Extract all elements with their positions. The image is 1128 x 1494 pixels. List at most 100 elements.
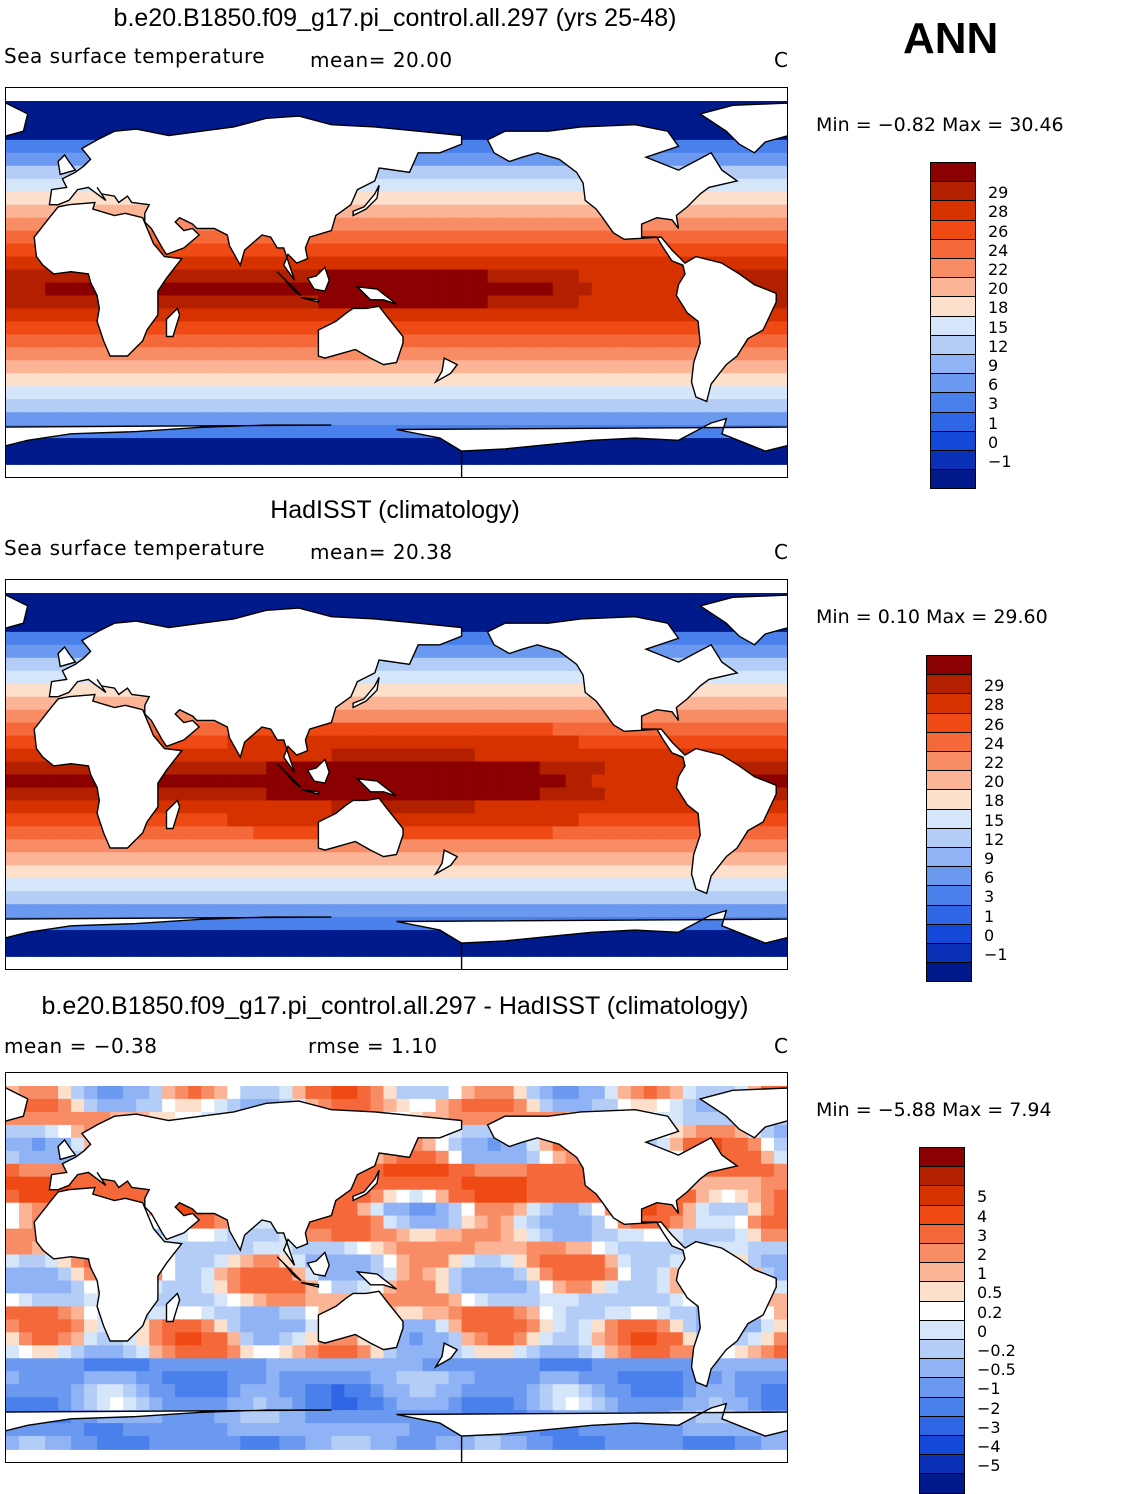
field-cell (97, 943, 111, 957)
field-cell (708, 1124, 723, 1139)
field-cell (591, 774, 606, 789)
field-cell (591, 930, 606, 944)
field-cell (721, 1189, 736, 1204)
land-polygon (698, 102, 787, 154)
field-cell (565, 1280, 580, 1295)
field-cell (604, 761, 619, 776)
field-cell (500, 1176, 515, 1191)
field-cell (422, 191, 437, 206)
field-cell (474, 943, 489, 957)
field-cell (656, 1098, 671, 1113)
field-cell (344, 891, 359, 905)
field-cell (19, 774, 33, 789)
field-cell (487, 230, 502, 245)
field-cell (734, 696, 749, 711)
field-cell (45, 347, 59, 362)
field-cell (370, 1215, 385, 1230)
field-cell (539, 943, 554, 957)
field-cell (747, 217, 762, 232)
field-cell (201, 1384, 216, 1398)
field-cell (331, 1215, 346, 1230)
field-cell (474, 761, 489, 776)
field-cell (761, 1228, 775, 1243)
field-cell (591, 113, 606, 128)
field-cell (682, 593, 697, 607)
field-cell (357, 1215, 372, 1230)
field-cell (136, 891, 150, 905)
field-cell (513, 1397, 528, 1411)
field-cell (305, 101, 320, 115)
field-cell (435, 243, 450, 258)
field-cell (461, 761, 476, 776)
field-cell (71, 631, 85, 646)
field-cell (71, 1293, 85, 1308)
field-cell (383, 670, 398, 685)
field-cell (656, 217, 671, 232)
field-cell (552, 451, 567, 465)
field-cell (162, 412, 176, 426)
field-cell (474, 826, 489, 841)
field-cell (474, 204, 489, 219)
field-cell (630, 1293, 645, 1308)
field-cell (370, 761, 385, 776)
field-cell (761, 165, 775, 180)
field-cell (409, 1150, 424, 1165)
field-cell (292, 891, 307, 905)
field-cell (474, 722, 489, 737)
field-cell (240, 1397, 255, 1411)
field-cell (6, 334, 20, 349)
field-cell (409, 904, 424, 918)
field-cell (344, 438, 359, 452)
colorbar-label: 22 (984, 753, 1005, 772)
field-cell (552, 1254, 567, 1269)
field-cell (292, 943, 307, 957)
field-cell (448, 178, 463, 193)
field-cell (357, 930, 372, 944)
field-cell (422, 644, 437, 659)
panel-3-title: b.e20.B1850.f09_g17.pi_control.all.297 -… (41, 992, 749, 1020)
field-cell (188, 243, 202, 258)
field-cell (253, 1241, 268, 1256)
field-cell (188, 891, 202, 905)
field-cell (331, 852, 346, 867)
field-cell (487, 593, 502, 607)
field-cell (370, 412, 385, 426)
field-cell (58, 852, 72, 867)
field-cell (474, 683, 489, 698)
field-cell (32, 347, 46, 362)
field-cell (188, 256, 202, 271)
field-cell (370, 904, 385, 918)
field-cell (539, 1189, 554, 1204)
field-cell (6, 865, 20, 880)
field-cell (708, 386, 723, 400)
field-cell (617, 930, 632, 944)
field-cell (279, 943, 294, 957)
field-cell (331, 386, 346, 400)
field-cell (305, 1358, 320, 1373)
field-cell (682, 399, 697, 413)
field-cell (357, 917, 372, 931)
field-cell (19, 1137, 33, 1152)
field-cell (6, 748, 20, 763)
field-cell (539, 813, 554, 828)
field-cell (97, 878, 111, 892)
field-cell (591, 813, 606, 828)
field-cell (149, 813, 163, 828)
field-cell (721, 644, 736, 659)
field-cell (747, 412, 762, 426)
field-cell (487, 1267, 502, 1282)
field-cell (435, 178, 450, 193)
field-cell (695, 943, 710, 957)
field-cell (409, 1358, 424, 1373)
field-cell (474, 412, 489, 426)
field-cell (708, 1189, 723, 1204)
field-cell (643, 839, 658, 854)
field-cell (552, 1345, 567, 1360)
field-cell (227, 282, 242, 297)
field-cell (774, 735, 787, 750)
colorbar-label: 12 (984, 829, 1005, 849)
field-cell (487, 1293, 502, 1308)
field-cell (266, 334, 281, 349)
field-cell (774, 165, 787, 180)
field-cell (45, 1098, 59, 1113)
